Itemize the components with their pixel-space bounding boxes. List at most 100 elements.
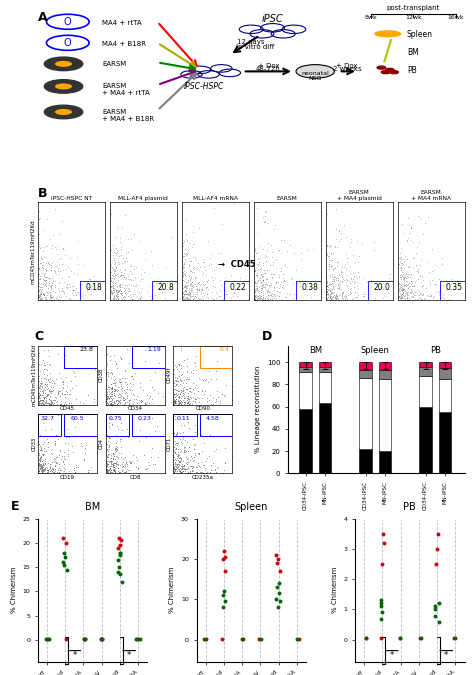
Point (112, 243, 120, 254)
Point (57, 292, 65, 302)
Point (332, 294, 340, 304)
Point (261, 294, 268, 305)
Point (126, 378, 134, 389)
Point (396, 255, 404, 266)
Point (359, 291, 366, 302)
Point (112, 262, 119, 273)
Point (347, 234, 355, 244)
Point (93, 389, 100, 400)
Point (142, 464, 149, 475)
Point (196, 261, 203, 272)
Point (43, 465, 51, 476)
Point (36, 462, 44, 473)
Point (35, 348, 43, 358)
Point (129, 275, 137, 286)
Point (328, 293, 335, 304)
Point (329, 295, 337, 306)
Point (275, 287, 283, 298)
Point (120, 285, 128, 296)
Point (170, 465, 177, 476)
Point (39, 450, 47, 461)
Point (116, 540, 124, 551)
Point (51, 395, 59, 406)
Point (107, 399, 114, 410)
Point (36, 291, 44, 302)
Point (73, 251, 81, 262)
Point (115, 397, 123, 408)
Point (122, 458, 130, 468)
Point (461, 286, 468, 297)
Point (44, 283, 52, 294)
Point (125, 358, 133, 369)
Point (180, 460, 187, 471)
Point (37, 288, 45, 299)
Point (343, 274, 351, 285)
Point (273, 262, 280, 273)
Point (55, 292, 63, 302)
Point (108, 383, 116, 394)
Point (201, 265, 209, 275)
Point (40, 289, 47, 300)
Point (399, 218, 406, 229)
Point (253, 294, 261, 305)
Point (188, 283, 196, 294)
Point (173, 461, 181, 472)
Point (407, 281, 414, 292)
Point (43, 467, 51, 478)
Point (93, 398, 100, 409)
Point (407, 285, 415, 296)
Point (113, 443, 120, 454)
Point (261, 217, 268, 227)
Point (125, 290, 132, 301)
Point (252, 290, 260, 301)
Point (335, 278, 343, 289)
Point (104, 462, 112, 472)
Point (419, 290, 427, 301)
Point (47, 396, 55, 406)
Point (171, 453, 179, 464)
X-axis label: CD34: CD34 (128, 406, 143, 411)
Point (268, 289, 275, 300)
Point (343, 252, 351, 263)
Point (322, 286, 330, 296)
Point (331, 241, 339, 252)
Y-axis label: CD33: CD33 (32, 437, 36, 451)
Point (351, 287, 358, 298)
Point (187, 280, 194, 291)
Point (110, 246, 118, 257)
Point (182, 248, 190, 259)
Point (115, 290, 122, 301)
Point (66, 384, 73, 395)
Point (102, 456, 109, 466)
Point (175, 450, 183, 460)
Point (110, 283, 118, 294)
Point (41, 360, 49, 371)
Point (191, 273, 199, 284)
Point (109, 461, 117, 472)
Point (178, 466, 185, 477)
Point (110, 458, 118, 468)
Point (39, 466, 46, 477)
Point (256, 273, 264, 284)
Point (173, 460, 180, 470)
Point (255, 286, 263, 296)
Point (39, 450, 46, 460)
Point (179, 271, 186, 281)
Point (67, 294, 74, 305)
Point (50, 395, 57, 406)
Point (183, 398, 191, 408)
Point (36, 458, 44, 469)
Point (262, 256, 269, 267)
Point (118, 434, 125, 445)
Point (110, 398, 118, 408)
Point (394, 248, 402, 259)
Point (178, 292, 186, 302)
Point (126, 261, 133, 271)
Point (44, 464, 51, 475)
Point (180, 397, 188, 408)
Point (108, 386, 115, 397)
Point (110, 459, 118, 470)
Point (37, 242, 45, 253)
Point (49, 375, 56, 386)
Point (118, 458, 125, 469)
